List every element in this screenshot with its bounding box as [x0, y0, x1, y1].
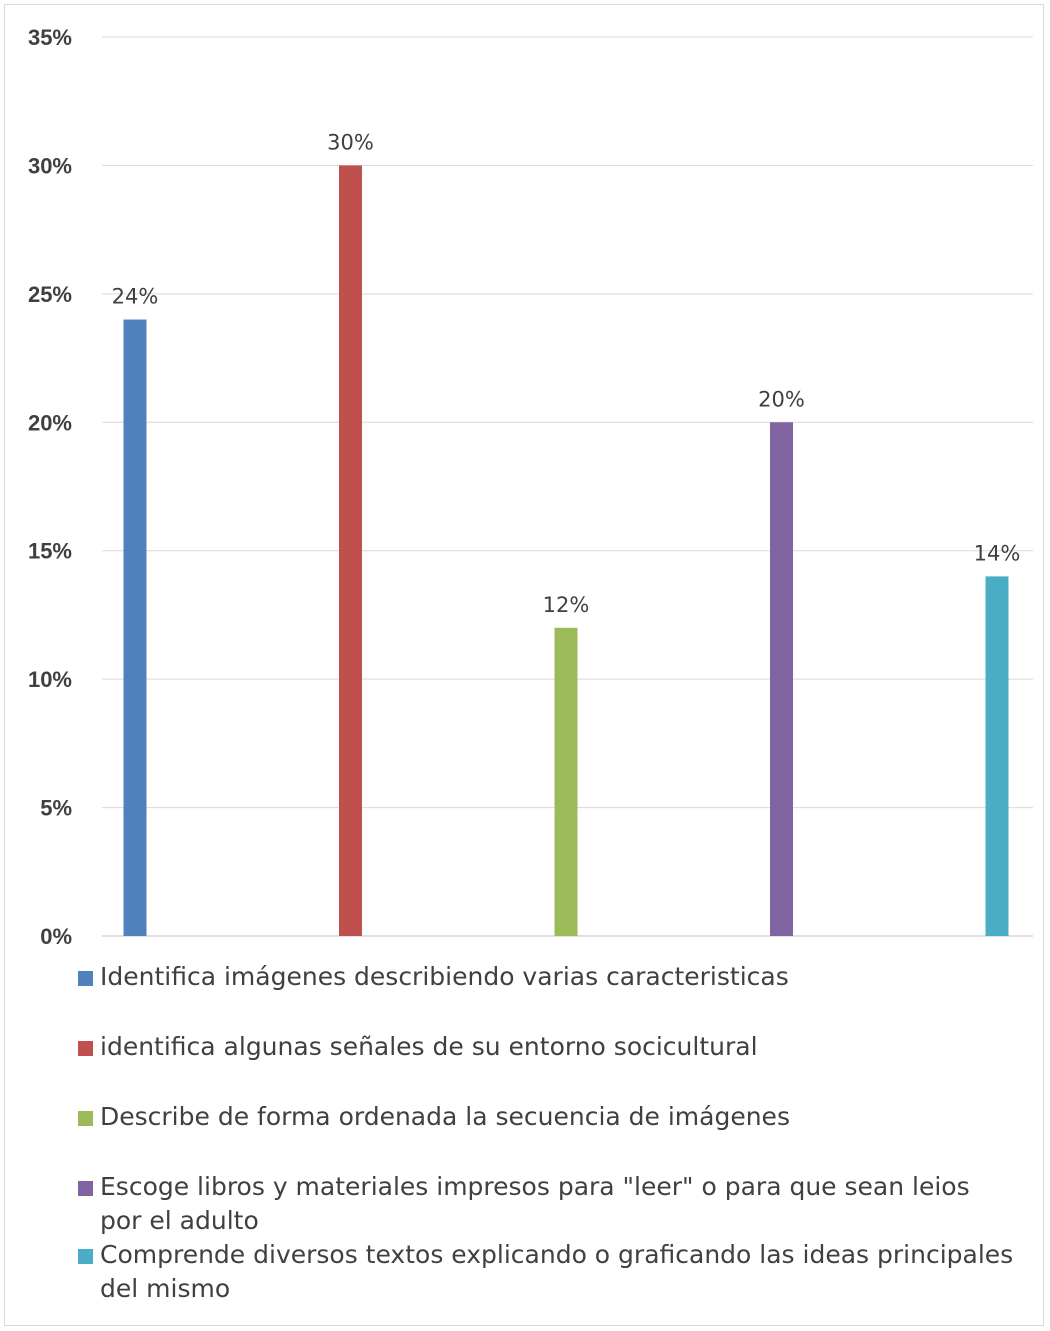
bar: [123, 319, 147, 936]
y-tick-label: 20%: [28, 410, 72, 435]
legend-swatch: [78, 1041, 93, 1056]
bar-chart: 0% 5% 10% 15% 20% 25% 30% 35% 24% 30% 12% 20% 14%: [28, 25, 1033, 949]
bar: [339, 165, 362, 936]
y-axis-ticks: 0% 5% 10% 15% 20% 25% 30% 35%: [28, 25, 72, 949]
legend-label: identifica algunas señales de su entorno…: [100, 1032, 758, 1061]
data-label: 14%: [974, 541, 1021, 565]
bar: [770, 422, 793, 936]
legend-swatch: [78, 1181, 93, 1196]
y-tick-label: 5%: [40, 796, 72, 821]
data-label: 30%: [327, 130, 374, 154]
bar: [985, 576, 1009, 936]
legend-label: Identifica imágenes describiendo varias …: [100, 962, 789, 991]
legend-item: Comprende diversos textos explicando o g…: [78, 1238, 1018, 1306]
chart-frame: [4, 4, 1044, 1326]
legend-label: Comprende diversos textos explicando o g…: [100, 1240, 1014, 1303]
legend-swatch: [78, 1111, 93, 1126]
y-tick-label: 10%: [28, 667, 72, 692]
legend-swatch: [78, 1249, 93, 1264]
legend-item: Describe de forma ordenada la secuencia …: [78, 1100, 1018, 1134]
legend-item: identifica algunas señales de su entorno…: [78, 1030, 1018, 1064]
gridlines: [102, 36, 1033, 937]
y-tick-label: 0%: [40, 924, 72, 949]
bar: [554, 627, 578, 936]
data-labels: 24% 30% 12% 20% 14%: [112, 130, 1021, 616]
data-label: 24%: [112, 285, 159, 309]
data-label: 12%: [543, 593, 590, 617]
legend-label: Describe de forma ordenada la secuencia …: [100, 1102, 790, 1131]
legend-item: Identifica imágenes describiendo varias …: [78, 960, 1018, 994]
legend-label: Escoge libros y materiales impresos para…: [100, 1172, 970, 1235]
y-tick-label: 25%: [28, 282, 72, 307]
bars: [123, 165, 1009, 936]
legend-item: Escoge libros y materiales impresos para…: [78, 1170, 1018, 1238]
y-tick-label: 15%: [28, 539, 72, 564]
y-tick-label: 30%: [28, 153, 72, 178]
legend-swatch: [78, 971, 93, 986]
legend: Identifica imágenes describiendo varias …: [78, 960, 1018, 1306]
data-label: 20%: [758, 387, 805, 411]
y-tick-label: 35%: [28, 25, 72, 50]
